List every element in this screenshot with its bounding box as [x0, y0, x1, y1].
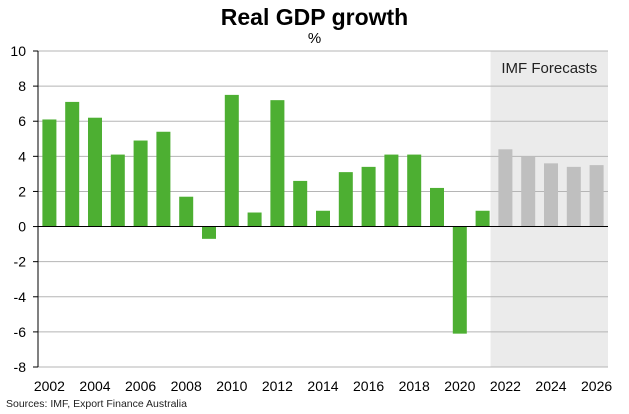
bar-2003	[65, 101, 80, 227]
bar-2005	[110, 154, 125, 227]
x-tick-label: 2022	[490, 378, 521, 394]
bar-2010	[224, 94, 239, 227]
x-tick-label: 2014	[307, 378, 338, 394]
bar-2013	[293, 180, 308, 227]
x-tick-label: 2004	[79, 378, 110, 394]
bar-2002	[42, 119, 57, 227]
bar-2018	[407, 154, 422, 227]
bar-2009	[202, 226, 216, 239]
y-tick-label: -2	[14, 254, 27, 270]
x-tick-label: 2018	[399, 378, 430, 394]
bar-2021	[475, 210, 490, 227]
bar-2011	[247, 212, 262, 227]
x-tick-label: 2006	[125, 378, 156, 394]
bar-2008	[179, 196, 194, 227]
x-tick-label: 2010	[216, 378, 247, 394]
y-tick-label: -8	[14, 359, 27, 375]
bar-2004	[88, 117, 102, 227]
bar-2023	[521, 156, 536, 227]
bar-2006	[133, 140, 148, 227]
x-tick-label: 2002	[34, 378, 65, 394]
chart-unit-label: %	[307, 30, 322, 47]
x-tick-label: 2016	[353, 378, 384, 394]
y-tick-label: 10	[10, 43, 26, 59]
x-tick-label: 2020	[444, 378, 475, 394]
bar-2020	[452, 226, 467, 334]
y-tick-label: -6	[14, 324, 27, 340]
y-tick-label: 8	[18, 78, 26, 94]
y-tick-label: 6	[18, 113, 26, 129]
x-tick-label: 2012	[262, 378, 293, 394]
bar-2017	[384, 154, 399, 227]
y-tick-label: -4	[14, 289, 27, 305]
x-tick-label: 2008	[171, 378, 202, 394]
bar-2015	[338, 172, 353, 227]
y-tick-label: 2	[18, 183, 26, 199]
bar-2014	[316, 210, 330, 227]
bar-2019	[430, 187, 444, 227]
bar-2024	[544, 163, 558, 227]
bar-2025	[566, 166, 581, 227]
y-tick-label: 4	[18, 148, 26, 164]
source-note: Sources: IMF, Export Finance Australia	[6, 398, 187, 410]
x-tick-label: 2024	[535, 378, 566, 394]
bar-2026	[589, 165, 604, 227]
y-tick-label: 0	[18, 219, 26, 235]
bar-2007	[156, 131, 171, 227]
chart-title: Real GDP growth	[220, 4, 409, 30]
bar-2016	[361, 166, 376, 227]
forecast-label: IMF Forecasts	[501, 60, 597, 77]
bar-2012	[270, 100, 285, 227]
bar-2022	[498, 149, 513, 227]
x-tick-label: 2026	[581, 378, 612, 394]
